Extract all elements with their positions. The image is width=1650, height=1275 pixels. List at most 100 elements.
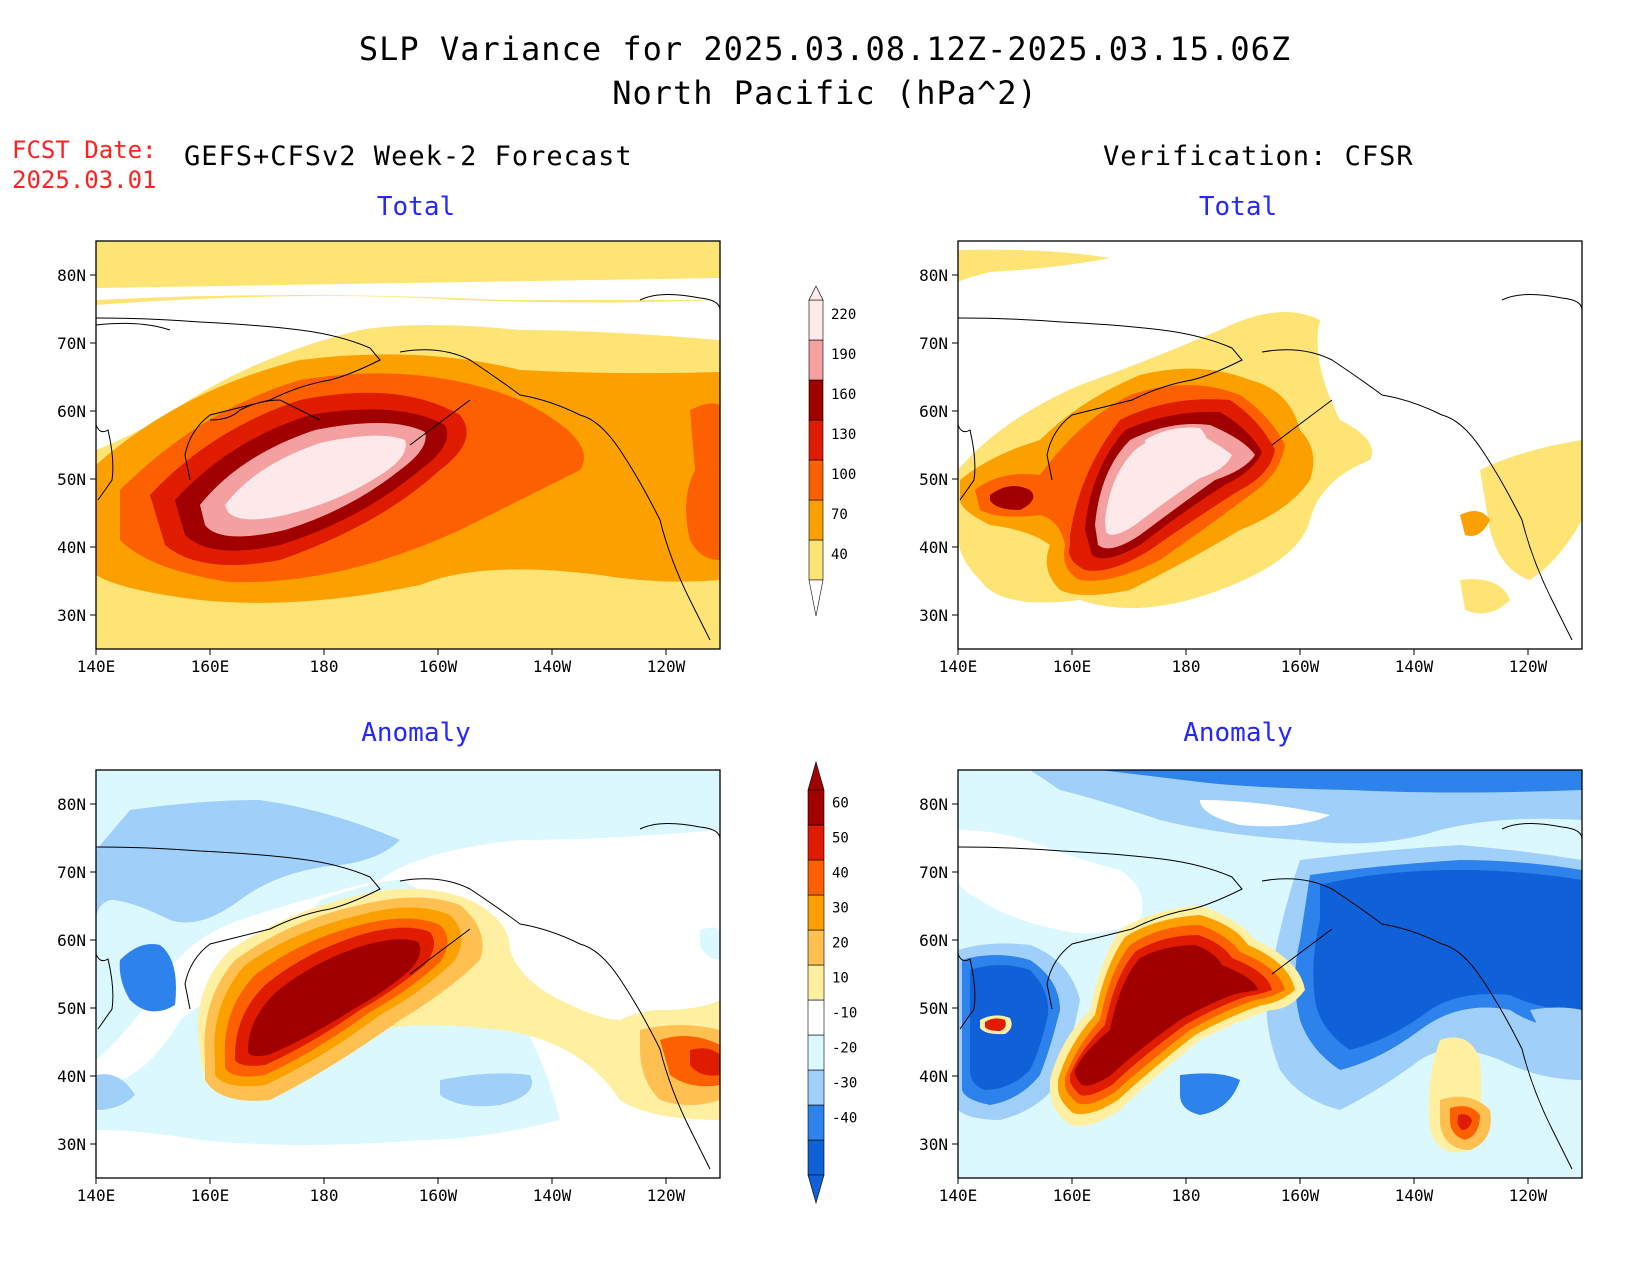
colorbar-total-label: 130: [831, 427, 856, 443]
colorbar-total-top-arrow: [808, 285, 824, 301]
ytick: 60N: [919, 931, 948, 950]
xtick: 140E: [77, 657, 116, 676]
colorbar-anomaly-swatch: [807, 929, 825, 966]
verification-total-coastlines: [958, 294, 1582, 641]
verification-total-frame: [957, 240, 1583, 650]
xtick: 140E: [939, 657, 978, 676]
panel-forecast-anomaly: 80N 70N 60N 50N 40N 30N 140E 160E 180 16…: [57, 769, 721, 1205]
ytick: 40N: [919, 1067, 948, 1086]
colorbar-anomaly-swatch: [807, 1034, 825, 1071]
colorbar-anomaly-label: -10: [832, 1005, 857, 1021]
xtick: 140E: [77, 1186, 116, 1205]
colorbar-total-label: 190: [831, 347, 856, 363]
colorbar-total-swatch: [808, 379, 824, 421]
verification-total-fill: [958, 241, 1582, 649]
xtick: 180: [310, 657, 339, 676]
main-subtitle: North Pacific (hPa^2): [612, 74, 1038, 112]
panel-verification-total: 80N 70N 60N 50N 40N 30N 140E 160E 180 16…: [919, 240, 1583, 676]
forecast-total-x-ticks: 140E 160E 180 160W 140W 120W: [77, 649, 686, 676]
forecast-total-y-ticks: 80N 70N 60N 50N 40N 30N: [57, 266, 96, 625]
ytick: 30N: [919, 1135, 948, 1154]
panel-title-verification-anomaly: Anomaly: [1183, 718, 1293, 748]
xtick: 120W: [1509, 1186, 1548, 1205]
colorbar-total-label: 220: [831, 307, 856, 323]
ytick: 40N: [57, 1067, 86, 1086]
ytick: 30N: [57, 606, 86, 625]
forecast-anomaly-fill: [96, 770, 720, 1178]
xtick: 120W: [647, 657, 686, 676]
panel-forecast-total: 80N 70N 60N 50N 40N 30N 140E 160E 180 16…: [57, 240, 721, 676]
colorbar-anomaly-top-arrow: [807, 760, 825, 791]
colorbar-anomaly-swatch: [807, 789, 825, 826]
xtick: 180: [1172, 657, 1201, 676]
forecast-total-frame: [95, 240, 721, 650]
ytick: 60N: [919, 402, 948, 421]
xtick: 140W: [1395, 657, 1434, 676]
colorbar-anomaly: 60 50 40 30 20 10 -10 -20 -30 -40: [807, 760, 857, 1205]
left-column-title: GEFS+CFSv2 Week-2 Forecast: [184, 141, 633, 172]
verification-total-x-ticks: 140E 160E 180 160W 140W 120W: [939, 649, 1548, 676]
colorbar-total-swatch: [808, 539, 824, 581]
colorbar-anomaly-swatch: [807, 824, 825, 861]
verification-anomaly-coastlines: [958, 823, 1582, 1170]
verification-anomaly-fill: [958, 770, 1582, 1178]
panel-verification-anomaly: 80N 70N 60N 50N 40N 30N 140E 160E 180 16…: [919, 769, 1583, 1205]
ytick: 70N: [57, 334, 86, 353]
fcst-label: FCST Date:: [12, 136, 157, 164]
xtick: 160E: [191, 1186, 230, 1205]
ytick: 70N: [57, 863, 86, 882]
xtick: 140W: [533, 657, 572, 676]
ytick: 30N: [57, 1135, 86, 1154]
main-title: SLP Variance for 2025.03.08.12Z-2025.03.…: [358, 30, 1292, 68]
colorbar-total-swatch: [808, 499, 824, 541]
colorbar-total-label: 160: [831, 387, 856, 403]
ytick: 60N: [57, 402, 86, 421]
forecast-total-fill: [96, 241, 720, 649]
colorbar-total-swatch: [808, 339, 824, 381]
xtick: 160E: [191, 657, 230, 676]
forecast-anomaly-y-ticks: 80N 70N 60N 50N 40N 30N: [57, 795, 96, 1154]
xtick: 140E: [939, 1186, 978, 1205]
colorbar-anomaly-swatch: [807, 1104, 825, 1141]
colorbar-total: 220 190 160 130 100 70 40: [808, 285, 856, 617]
colorbar-anomaly-swatch: [807, 894, 825, 931]
xtick: 160W: [1281, 1186, 1320, 1205]
colorbar-anomaly-label: 50: [832, 830, 849, 846]
ytick: 60N: [57, 931, 86, 950]
ytick: 40N: [919, 538, 948, 557]
colorbar-anomaly-label: 40: [832, 865, 849, 881]
xtick: 160E: [1053, 1186, 1092, 1205]
colorbar-total-label: 40: [831, 547, 848, 563]
xtick: 120W: [647, 1186, 686, 1205]
colorbar-anomaly-label: -40: [832, 1110, 857, 1126]
ytick: 30N: [919, 606, 948, 625]
ytick: 70N: [919, 863, 948, 882]
colorbar-anomaly-label: -30: [832, 1075, 857, 1091]
colorbar-anomaly-swatch: [807, 859, 825, 896]
xtick: 160E: [1053, 657, 1092, 676]
xtick: 160W: [419, 1186, 458, 1205]
colorbar-anomaly-swatch: [807, 999, 825, 1036]
forecast-anomaly-coastlines: [96, 823, 720, 1170]
ytick: 50N: [919, 470, 948, 489]
colorbar-anomaly-swatch: [807, 1069, 825, 1106]
panel-title-verification-total: Total: [1198, 192, 1278, 222]
ytick: 50N: [919, 999, 948, 1018]
ytick: 80N: [57, 266, 86, 285]
xtick: 120W: [1509, 657, 1548, 676]
panel-title-forecast-anomaly: Anomaly: [361, 718, 471, 748]
verification-anomaly-y-ticks: 80N 70N 60N 50N 40N 30N: [919, 795, 958, 1154]
colorbar-total-swatch: [808, 459, 824, 501]
colorbar-anomaly-bottom-arrow: [807, 1174, 825, 1205]
ytick: 80N: [919, 795, 948, 814]
verification-anomaly-x-ticks: 140E 160E 180 160W 140W 120W: [939, 1178, 1548, 1205]
forecast-anomaly-x-ticks: 140E 160E 180 160W 140W 120W: [77, 1178, 686, 1205]
colorbar-total-label: 100: [831, 467, 856, 483]
right-column-title: Verification: CFSR: [1103, 141, 1414, 172]
colorbar-total-swatch: [808, 299, 824, 341]
colorbar-anomaly-label: 60: [832, 795, 849, 811]
colorbar-anomaly-swatch: [807, 964, 825, 1001]
ytick: 40N: [57, 538, 86, 557]
colorbar-anomaly-label: 10: [832, 970, 849, 986]
